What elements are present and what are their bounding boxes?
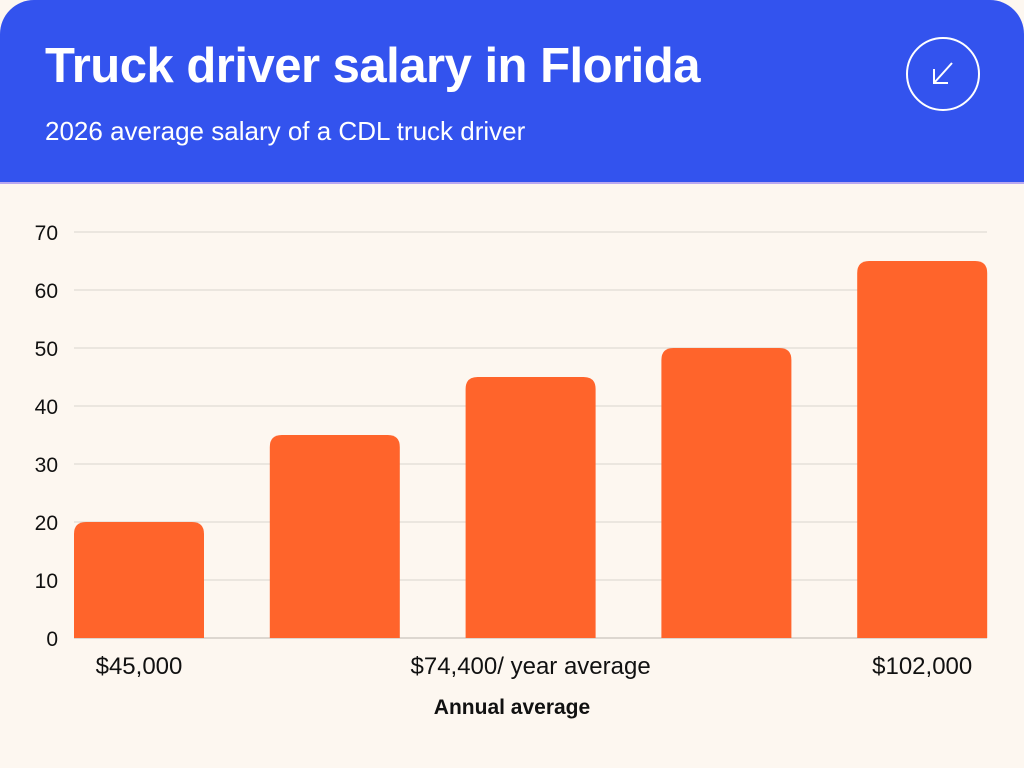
bar bbox=[661, 348, 792, 638]
y-tick-label: 30 bbox=[35, 454, 58, 477]
x-tick-label: $102,000 bbox=[872, 653, 972, 680]
bar bbox=[465, 377, 596, 638]
bar bbox=[74, 522, 204, 638]
x-axis-title: Annual average bbox=[434, 696, 590, 719]
y-tick-label: 50 bbox=[35, 338, 58, 361]
bar bbox=[857, 261, 988, 638]
arrow-down-left-icon bbox=[906, 37, 980, 111]
y-tick-label: 60 bbox=[35, 280, 58, 303]
y-tick-label: 20 bbox=[35, 512, 58, 535]
y-tick-label: 10 bbox=[35, 570, 58, 593]
chart-title: Truck driver salary in Florida bbox=[45, 39, 700, 93]
y-tick-label: 70 bbox=[35, 222, 58, 245]
x-tick-label: $74,400/ year average bbox=[411, 653, 651, 680]
chart-subtitle: 2026 average salary of a CDL truck drive… bbox=[45, 116, 526, 146]
bar bbox=[269, 435, 400, 638]
y-tick-label: 0 bbox=[46, 628, 58, 651]
x-tick-label: $45,000 bbox=[96, 653, 183, 680]
y-tick-label: 40 bbox=[35, 396, 58, 419]
header-banner: Truck driver salary in Florida 2026 aver… bbox=[0, 0, 1024, 184]
